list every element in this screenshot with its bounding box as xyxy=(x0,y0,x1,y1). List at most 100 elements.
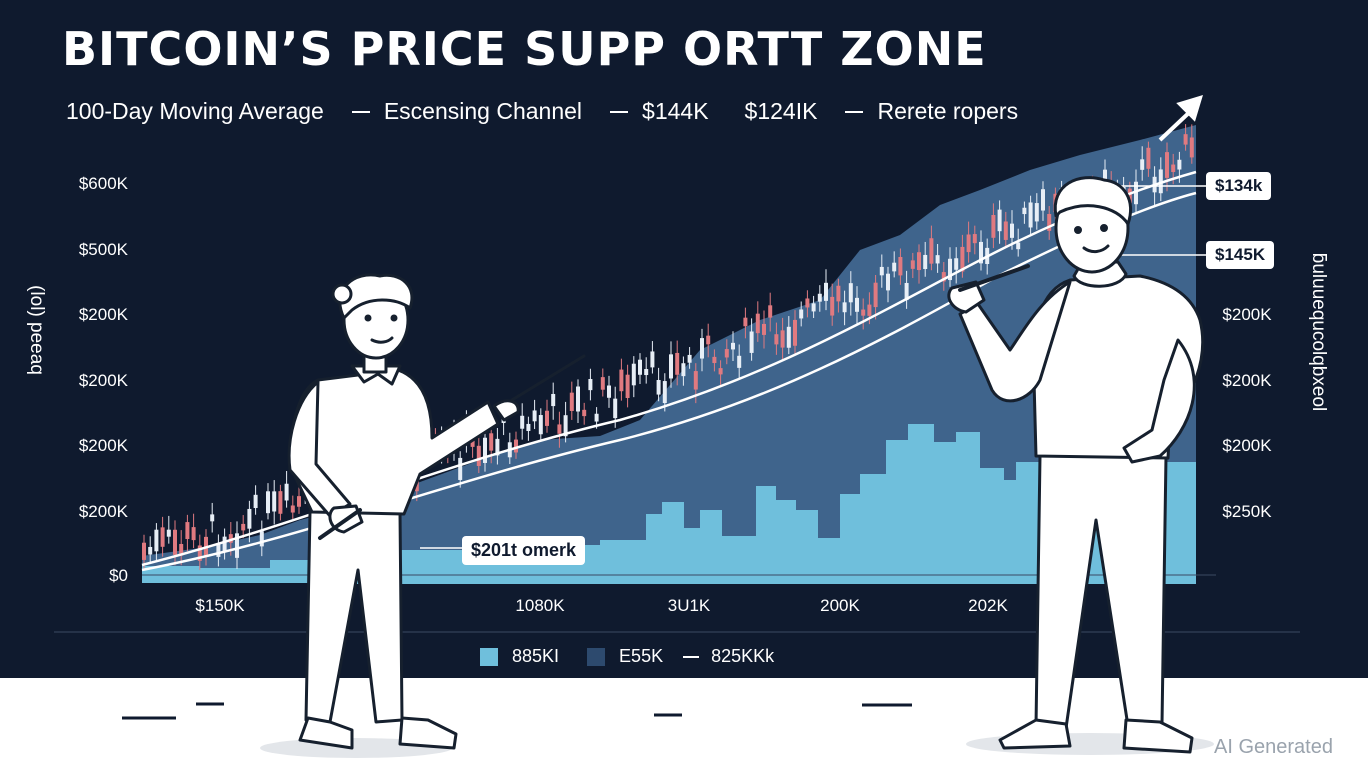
candlestick xyxy=(941,262,946,291)
candlestick xyxy=(731,331,735,361)
legend-item: E55K xyxy=(619,646,664,666)
candlestick xyxy=(191,513,196,549)
candlestick xyxy=(259,520,264,557)
legend-swatch-volume xyxy=(480,647,498,666)
candlestick xyxy=(1028,195,1033,237)
candlestick xyxy=(551,382,556,420)
candlestick xyxy=(991,203,996,249)
candlestick xyxy=(569,381,574,420)
candlestick xyxy=(669,341,673,388)
person-pointing-left xyxy=(287,273,586,750)
candlestick xyxy=(979,230,983,271)
y-tick-right: $250K xyxy=(1222,502,1272,521)
candlestick xyxy=(154,523,159,562)
candlestick xyxy=(607,375,611,408)
candlestick xyxy=(743,307,748,339)
candlestick xyxy=(166,515,171,544)
candlestick xyxy=(842,290,847,326)
legend-item: $124IK xyxy=(744,98,818,124)
volume-bar xyxy=(756,486,776,584)
candlestick xyxy=(675,340,680,386)
watermark: AI Generated xyxy=(1214,736,1333,758)
candlestick xyxy=(545,399,549,433)
volume-bar xyxy=(956,432,980,584)
y-tick-left: $600K xyxy=(78,174,128,193)
candlestick xyxy=(780,317,785,360)
candlestick xyxy=(458,451,463,488)
candlestick xyxy=(718,360,723,385)
legend-item: 825KKk xyxy=(711,646,775,666)
volume-bar xyxy=(700,510,722,584)
legend-dash xyxy=(351,110,370,113)
candlestick xyxy=(724,339,729,365)
volume-bar xyxy=(776,500,796,584)
candlestick xyxy=(817,285,822,312)
candlestick xyxy=(148,536,153,564)
candlestick xyxy=(898,248,903,285)
candlestick xyxy=(1183,124,1188,151)
legend-item: Escensing Channel xyxy=(383,98,583,124)
y-tick-left: $200K xyxy=(78,305,128,324)
candlestick xyxy=(526,416,531,441)
legend-dash xyxy=(683,655,700,658)
candlestick xyxy=(836,278,841,313)
candlestick xyxy=(656,367,661,402)
legend-item: 885KI xyxy=(512,646,560,666)
candlestick xyxy=(290,495,295,520)
candlestick xyxy=(786,316,791,355)
y-tick-left: $500K xyxy=(78,240,128,259)
candlestick xyxy=(954,247,959,284)
y-tick-left: $200K xyxy=(78,436,128,455)
legend-swatch-area xyxy=(587,647,606,666)
callout-mid: $201t omerk xyxy=(462,536,586,565)
candlestick xyxy=(935,244,940,273)
candlestick xyxy=(600,368,605,397)
candlestick xyxy=(755,301,760,342)
candlestick xyxy=(216,534,221,567)
candlestick xyxy=(848,271,853,316)
candlestick xyxy=(489,424,494,464)
candlestick xyxy=(737,344,742,380)
y-tick-right: $200K xyxy=(1222,436,1272,455)
candlestick xyxy=(700,328,704,372)
candlestick xyxy=(266,483,270,520)
candlestick xyxy=(619,358,624,401)
candlestick xyxy=(855,286,859,324)
candlestick xyxy=(253,485,258,515)
x-tick: $150K xyxy=(195,596,245,615)
candlestick xyxy=(1016,228,1021,257)
y-tick-right: $200K xyxy=(1222,371,1272,390)
candlestick xyxy=(625,364,630,408)
volume-bar xyxy=(600,540,646,584)
volume-bar xyxy=(980,468,1004,584)
trend-arrow-icon xyxy=(1158,95,1203,142)
candlestick xyxy=(563,401,568,443)
candlestick xyxy=(1047,206,1052,240)
candlestick xyxy=(160,516,165,557)
candlestick xyxy=(1003,211,1008,248)
y-tick-left: $0 xyxy=(109,566,128,585)
candlestick xyxy=(929,225,934,271)
candlestick xyxy=(830,283,835,326)
candlestick xyxy=(483,429,487,472)
candlestick xyxy=(1165,142,1169,192)
candlestick xyxy=(222,528,227,560)
x-tick: 1080K xyxy=(515,596,565,615)
y-tick-right: $200K xyxy=(1222,305,1272,324)
candlestick xyxy=(557,411,562,448)
candlestick xyxy=(712,349,717,372)
candlestick xyxy=(644,357,649,384)
candlestick xyxy=(284,470,289,508)
candlestick xyxy=(1140,146,1145,181)
candlestick xyxy=(861,298,866,330)
candlestick xyxy=(582,402,587,425)
x-tick: 200K xyxy=(820,596,860,615)
candlestick xyxy=(706,323,711,358)
volume-bar xyxy=(818,538,840,584)
candlestick xyxy=(910,252,915,279)
candlestick xyxy=(1022,201,1027,224)
candlestick xyxy=(576,379,580,423)
volume-bar xyxy=(908,424,934,584)
person-pointing-right xyxy=(947,176,1205,754)
